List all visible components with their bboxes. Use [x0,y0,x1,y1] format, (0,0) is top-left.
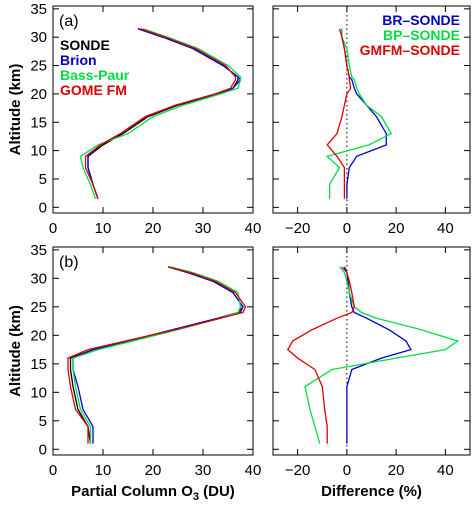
y-tick-label: 0 [39,441,47,458]
legend-entry: Brion [60,52,97,68]
series-line-bp-sonde [325,28,393,199]
x-axis-title: Partial Column O3 (DU) [71,483,235,503]
series-line-bp-sonde [304,266,460,444]
x-tick-label: 40 [437,462,454,479]
y-tick-label: 35 [30,1,47,18]
x-axis-title-main: Difference (%) [321,483,422,500]
series-line-bass-paur [79,28,242,200]
y-tick-label: 0 [39,199,47,216]
legend-entry: GMFM–SONDE [360,42,460,58]
y-tick-label: 30 [30,270,47,287]
series-line-brion [87,28,242,200]
x-tick-label: 40 [245,220,262,237]
panel-label: (a) [59,13,79,30]
panel-frame [52,246,254,456]
x-tick-label: 20 [388,462,405,479]
x-tick-label: 0 [49,462,57,479]
series-line-br-sonde [343,266,412,444]
x-axis-title-main: Partial Column O [71,483,193,500]
panel-frame [272,246,471,456]
x-tick-label: −20 [285,462,310,479]
x-tick-label: 0 [49,220,57,237]
x-tick-label: 20 [145,220,162,237]
series-line-brion [72,266,244,444]
y-tick-label: 15 [30,356,47,373]
series-line-sonde [69,266,244,444]
y-tick-label: 10 [30,143,47,160]
x-tick-label: 0 [343,220,351,237]
x-tick-label: 30 [195,462,212,479]
x-tick-label: −20 [285,220,310,237]
x-axis-title-unit: (DU) [199,483,235,500]
y-tick-label: 5 [39,413,47,430]
panel-3 [272,246,471,456]
panel-2 [52,246,254,456]
y-tick-label: 10 [30,384,47,401]
y-tick-label: 5 [39,171,47,188]
x-tick-label: 0 [343,462,351,479]
legend-entry: Bass-Paur [60,67,130,83]
series-line-gmfm-sonde [286,266,355,444]
series-line-gome-fm [84,28,237,200]
y-tick-label: 25 [30,58,47,75]
legend-entry: SONDE [60,37,110,53]
x-tick-label: 10 [95,462,112,479]
panel-label: (b) [59,254,79,271]
y-tick-label: 25 [30,299,47,316]
legend-entry: BP–SONDE [383,27,460,43]
y-tick-label: 30 [30,29,47,46]
legend-entry: GOME FM [60,82,127,98]
series-line-sonde [87,28,239,200]
series-line-gmfm-sonde [326,28,352,199]
x-tick-label: 40 [245,462,262,479]
x-tick-label: 30 [195,220,212,237]
y-tick-label: 35 [30,242,47,259]
series-line-gome-fm [67,266,247,444]
x-axis-title-subscript: 3 [193,491,199,503]
y-axis-title: Altitude (km) [7,64,24,156]
series-line-bass-paur [72,266,242,444]
x-axis-title: Difference (%) [321,483,422,500]
panel-0 [52,5,254,214]
x-tick-label: 40 [437,220,454,237]
x-tick-label: 20 [145,462,162,479]
y-tick-label: 20 [30,327,47,344]
x-tick-label: 10 [95,220,112,237]
y-tick-label: 15 [30,114,47,131]
panel-frame [272,5,471,214]
legend-entry: BR–SONDE [382,12,460,28]
y-axis-title: Altitude (km) [7,305,24,397]
x-tick-label: 20 [388,220,405,237]
panel-1 [272,5,471,214]
y-tick-label: 20 [30,86,47,103]
